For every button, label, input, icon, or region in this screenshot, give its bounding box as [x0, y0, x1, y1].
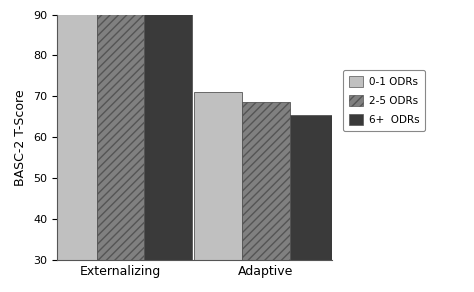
- Bar: [144, 0, 191, 260]
- Bar: [49, 6, 97, 260]
- Legend: 0-1 ODRs, 2-5 ODRs, 6+  ODRs: 0-1 ODRs, 2-5 ODRs, 6+ ODRs: [343, 69, 426, 131]
- Bar: [194, 92, 242, 260]
- Bar: [290, 115, 337, 260]
- Y-axis label: BASC-2 T-Score: BASC-2 T-Score: [15, 89, 27, 185]
- Bar: [242, 102, 290, 260]
- Bar: [97, 0, 144, 260]
